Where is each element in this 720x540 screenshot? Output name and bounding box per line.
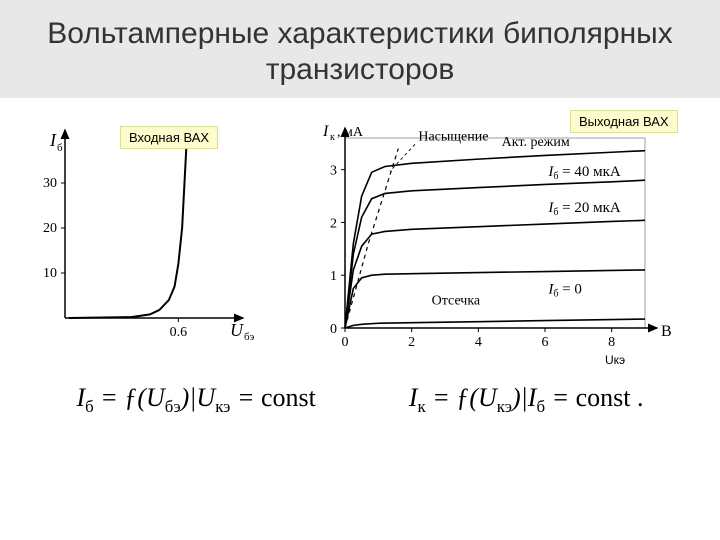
output-chart: 0 1 2 3 0 2 4 6 8 Iк, мА В Uкэ Насыщение Акт. режим От… — [305, 108, 695, 373]
svg-text:Iб = 0: Iб = 0 — [547, 282, 582, 300]
svg-text:Акт. режим: Акт. режим — [502, 135, 570, 150]
svg-text:Насыщение: Насыщение — [418, 130, 488, 145]
svg-text:3: 3 — [330, 164, 337, 179]
svg-text:Iб = 40 мкА: Iб = 40 мкА — [547, 164, 621, 182]
svg-text:, мА: , мА — [337, 125, 364, 140]
formulas-row: Iб = ƒ(Uбэ)|Uкэ = const Iк = ƒ(Uкэ)|Iб =… — [0, 373, 720, 417]
svg-text:б: б — [57, 142, 63, 154]
output-chart-label: Выходная ВАХ — [570, 110, 678, 133]
charts-row: Входная ВАХ 1020300.6IбUбэ Выходная ВАХ … — [0, 98, 720, 373]
svg-text:2: 2 — [330, 216, 337, 231]
svg-text:20: 20 — [43, 221, 57, 236]
svg-text:I: I — [322, 123, 329, 140]
svg-text:8: 8 — [608, 335, 615, 350]
svg-text:к: к — [330, 132, 335, 143]
input-chart-container: Входная ВАХ 10 20 30 0.6 Iб Uбэ — [25, 108, 275, 358]
svg-text:6: 6 — [542, 335, 549, 350]
svg-text:U: U — [230, 320, 244, 340]
output-formula: Iк = ƒ(Uкэ)|Iб = const . — [409, 383, 644, 417]
svg-text:0.6: 0.6 — [170, 325, 188, 340]
svg-text:10: 10 — [43, 266, 57, 281]
svg-text:В: В — [661, 323, 672, 340]
svg-text:Uкэ: Uкэ — [605, 353, 625, 367]
output-chart-container: Выходная ВАХ 0 1 2 3 0 2 4 6 8 Iк, мА В Uкэ Насыщени… — [305, 108, 695, 373]
svg-text:0: 0 — [342, 335, 349, 350]
title-bar: Вольтамперные характеристики биполярных … — [0, 0, 720, 98]
svg-text:бэ: бэ — [244, 331, 255, 343]
svg-text:4: 4 — [475, 335, 482, 350]
page-title: Вольтамперные характеристики биполярных … — [20, 16, 700, 88]
svg-text:0: 0 — [330, 322, 337, 337]
svg-text:1: 1 — [330, 269, 337, 284]
svg-text:Отсечка: Отсечка — [432, 293, 481, 308]
svg-text:Iб = 20 мкА: Iб = 20 мкА — [547, 200, 621, 218]
svg-text:I: I — [49, 130, 57, 150]
svg-text:30: 30 — [43, 176, 57, 191]
input-formula: Iб = ƒ(Uбэ)|Uкэ = const — [77, 383, 316, 417]
input-chart-label: Входная ВАХ — [120, 126, 218, 149]
svg-text:2: 2 — [408, 335, 415, 350]
